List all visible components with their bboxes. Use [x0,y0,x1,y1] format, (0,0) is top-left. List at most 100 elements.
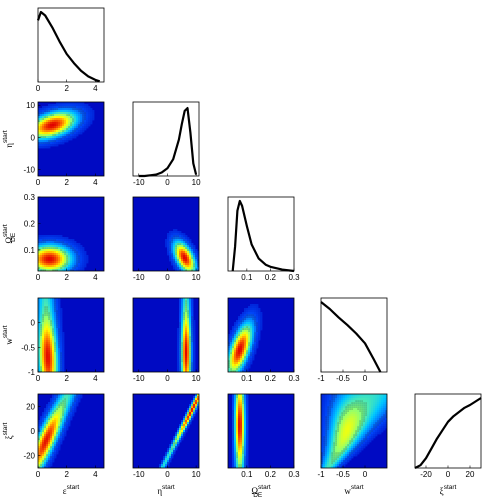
contour-dot [56,138,58,140]
heatmap-cell [38,460,41,463]
heatmap-cell [351,442,354,445]
heatmap-cell [38,304,41,307]
heatmap-cell [56,402,59,405]
heatmap-cell [56,130,59,133]
contour-dot [325,420,327,422]
heatmap-cell [48,338,51,341]
heatmap-cell [70,241,73,244]
heatmap-cell [163,456,166,459]
heatmap-cell [38,362,41,365]
heatmap-cell [183,243,186,246]
contour-dot [183,239,185,241]
heatmap-cell [52,104,55,107]
heatmap-cell [42,298,45,301]
heatmap-cell [333,422,336,425]
contour-dot [191,364,193,366]
heatmap-cell [337,416,340,419]
heatmap-cell [195,261,198,264]
contour-dot [44,306,46,308]
contour-dot [58,342,60,344]
heatmap-cell [48,344,51,347]
heatmap-cell [197,400,199,403]
heatmap-cell [66,124,69,127]
heatmap-cell [181,300,184,303]
contour-dot [60,358,62,360]
heatmap-cell [50,418,53,421]
heatmap-cell [177,350,180,353]
heatmap-cell [80,261,83,264]
contour-dot [64,243,66,245]
heatmap-cell [381,402,384,405]
contour-dot [44,310,46,312]
contour-dot [183,318,185,320]
heatmap-cell [50,330,53,333]
heatmap-cell [56,128,59,131]
heatmap-cell [88,120,91,123]
heatmap-cell [365,400,368,403]
contour-dot [197,263,199,265]
heatmap-cell [337,410,340,413]
contour-dot [66,243,68,245]
heatmap-cell [357,418,360,421]
contour-dot [181,356,183,358]
heatmap-cell [327,394,330,397]
heatmap-cell [232,456,235,459]
heatmap-cell [357,432,360,435]
heatmap-cell [321,398,324,401]
contour-dot [48,418,50,420]
contour-dot [169,247,171,249]
heatmap-cell [379,416,382,419]
joint-om-xi-xtick-label: 0.3 [288,470,300,479]
heatmap-cell [232,464,235,467]
heatmap-cell [248,352,251,355]
heatmap-cell [335,416,338,419]
contour-dot [54,400,56,402]
heatmap-cell [250,308,253,311]
heatmap-cell [82,257,85,260]
heatmap-cell [191,243,194,246]
contour-dot [359,410,361,412]
heatmap-cell [40,440,43,443]
heatmap-cell [46,452,49,455]
heatmap-cell [40,442,43,445]
heatmap-cell [44,261,47,264]
heatmap-cell [54,454,57,457]
contour-dot [331,394,333,396]
heatmap-cell [191,304,194,307]
heatmap-cell [54,336,57,339]
heatmap-cell [193,346,196,349]
heatmap-cell [38,322,41,325]
contour-dot [191,340,193,342]
contour-dot [357,402,359,404]
heatmap-cell [234,354,237,357]
contour-dot [175,251,177,253]
heatmap-cell [365,394,368,397]
heatmap-cell [244,360,247,363]
heatmap-cell [50,316,53,319]
contour-dot [238,366,240,368]
heatmap-cell [331,414,334,417]
heatmap-cell [341,434,344,437]
heatmap-cell [246,358,249,361]
heatmap-cell [72,114,75,117]
heatmap-cell [244,330,247,333]
heatmap-cell [373,416,376,419]
contour-dot [256,328,258,330]
heatmap-cell [248,366,251,369]
heatmap-cell [189,410,192,413]
heatmap-cell [60,237,63,240]
contour-dot [335,436,337,438]
heatmap-cell [179,302,182,305]
heatmap-cell [232,398,235,401]
heatmap-cell [44,360,47,363]
contour-dot [349,406,351,408]
heatmap-cell [252,350,255,353]
heatmap-cell [349,412,352,415]
heatmap-cell [341,396,344,399]
heatmap-cell [58,326,61,329]
contour-dot [60,364,62,366]
heatmap-cell [80,265,83,268]
heatmap-cell [42,368,45,371]
heatmap-cell [171,450,174,453]
heatmap-cell [244,358,247,361]
